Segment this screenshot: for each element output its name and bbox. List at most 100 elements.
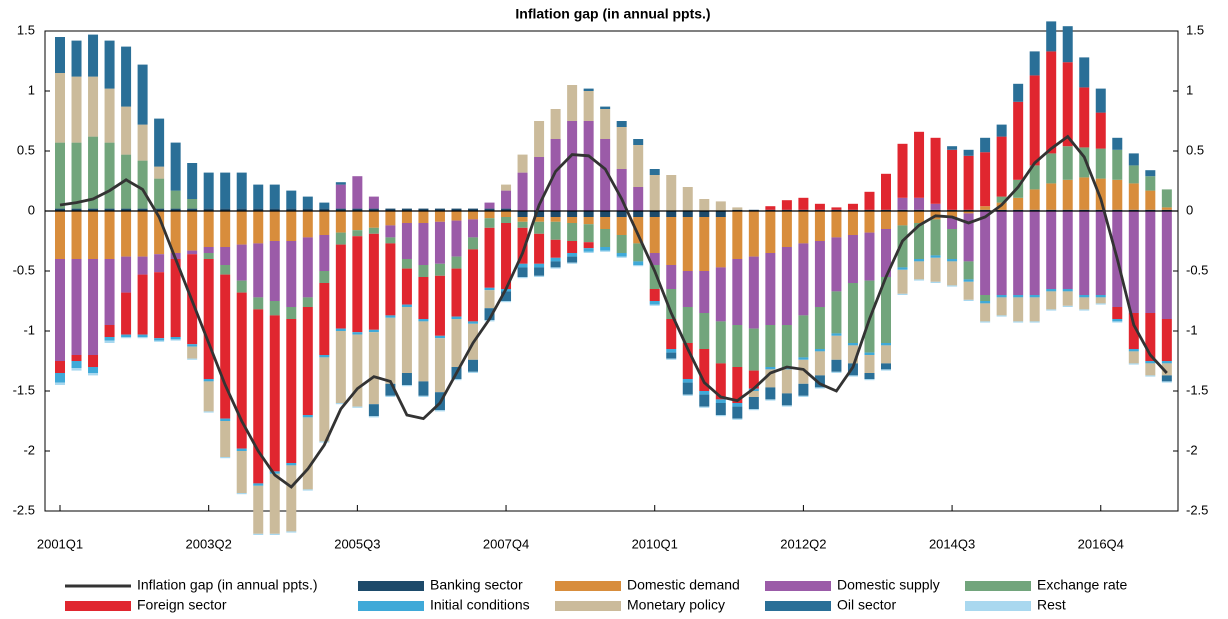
legend-label: Banking sector — [430, 577, 523, 593]
x-tick-label: 2010Q1 — [632, 536, 678, 551]
bar-segment — [104, 211, 115, 259]
legend-label: Exchange rate — [1037, 577, 1127, 593]
bar-segment — [104, 340, 115, 343]
bar-segment — [253, 485, 264, 534]
bar-segment — [1046, 289, 1057, 292]
bar-segment — [1128, 363, 1139, 365]
bar-segment — [220, 247, 231, 265]
bar-segment — [434, 211, 445, 222]
legend-swatch — [555, 581, 621, 591]
bar-segment — [963, 281, 974, 300]
bar-segment — [864, 352, 875, 355]
bar-segment — [451, 268, 462, 317]
bar-segment — [1145, 170, 1156, 177]
legend-label: Initial conditions — [430, 597, 530, 613]
bar-segment — [286, 190, 297, 209]
bar-segment — [88, 76, 99, 137]
bar-segment — [666, 217, 677, 265]
bar-segment — [335, 232, 346, 245]
legend-label: Foreign sector — [137, 597, 227, 613]
bar-segment — [121, 154, 132, 209]
bar-segment — [484, 218, 495, 228]
bar-segment — [253, 483, 264, 486]
bar-segment — [71, 355, 82, 361]
bar-segment — [814, 375, 825, 388]
bar-segment — [418, 319, 429, 322]
bar-segment — [352, 211, 363, 231]
bar-segment — [583, 91, 594, 121]
bar-segment — [434, 335, 445, 339]
bar-segment — [187, 208, 198, 211]
bar-segment — [732, 325, 743, 367]
bar-segment — [220, 172, 231, 209]
bar-segment — [137, 208, 148, 211]
bar-segment — [319, 208, 330, 211]
bar-segment — [286, 463, 297, 466]
bar-segment — [236, 493, 247, 495]
y2-tick-label: 1 — [1186, 82, 1193, 97]
bar-segment — [715, 217, 726, 268]
bar-segment — [864, 232, 875, 281]
bar-segment — [170, 211, 181, 253]
bar-segment — [534, 211, 545, 217]
bar-segment — [814, 387, 825, 389]
bar-segment — [517, 221, 528, 228]
bar-segment — [682, 382, 693, 395]
bar-segment — [286, 241, 297, 307]
bar-segment — [1029, 295, 1040, 298]
bar-segment — [914, 279, 925, 281]
bar-segment — [1079, 87, 1090, 148]
bar-segment — [1095, 112, 1106, 149]
bar-segment — [699, 211, 710, 217]
bar-segment — [980, 211, 991, 295]
bar-segment — [963, 213, 974, 262]
bar-segment — [583, 248, 594, 252]
bar-segment — [550, 267, 561, 269]
bar-segment — [385, 395, 396, 397]
bar-segment — [831, 371, 842, 373]
bar-segment — [1112, 319, 1123, 322]
bar-segment — [203, 379, 214, 382]
bar-segment — [1062, 211, 1073, 289]
bar-segment — [881, 369, 891, 371]
bar-segment — [1095, 211, 1106, 295]
bar-segment — [352, 236, 363, 333]
bar-segment — [451, 316, 462, 319]
bar-segment — [600, 109, 611, 139]
bar-segment — [1145, 363, 1156, 376]
bar-segment — [1161, 381, 1172, 383]
bar-segment — [170, 190, 181, 209]
bar-segment — [814, 307, 825, 349]
y2-tick-label: 0.5 — [1186, 142, 1204, 157]
bar-segment — [170, 259, 181, 337]
legend-swatch — [965, 601, 1031, 611]
bar-segment — [468, 359, 478, 372]
bar-segment — [600, 247, 611, 251]
bar-segment — [715, 201, 726, 211]
bar-segment — [170, 339, 181, 341]
bar-segment — [1128, 211, 1139, 313]
legend-swatch — [358, 581, 424, 591]
bar-segment — [154, 211, 165, 255]
legend-swatch — [65, 601, 131, 611]
bar-segment — [203, 172, 214, 209]
bar-segment — [699, 391, 710, 395]
bar-segment — [253, 208, 264, 211]
bar-segment — [980, 137, 991, 153]
bar-segment — [451, 379, 462, 381]
bar-segment — [732, 259, 743, 325]
bar-segment — [1161, 207, 1172, 210]
bar-segment — [980, 303, 991, 322]
bar-segment — [1062, 146, 1073, 180]
bar-segment — [980, 152, 991, 207]
bar-segment — [748, 370, 759, 389]
bar-segment — [71, 259, 82, 355]
bar-segment — [616, 121, 627, 127]
bar-segment — [567, 217, 578, 223]
bar-segment — [55, 142, 65, 209]
bar-segment — [847, 345, 858, 364]
bar-segment — [1112, 307, 1123, 319]
bar-segment — [501, 190, 512, 209]
bar-segment — [1079, 309, 1090, 311]
bar-segment — [1145, 375, 1156, 377]
